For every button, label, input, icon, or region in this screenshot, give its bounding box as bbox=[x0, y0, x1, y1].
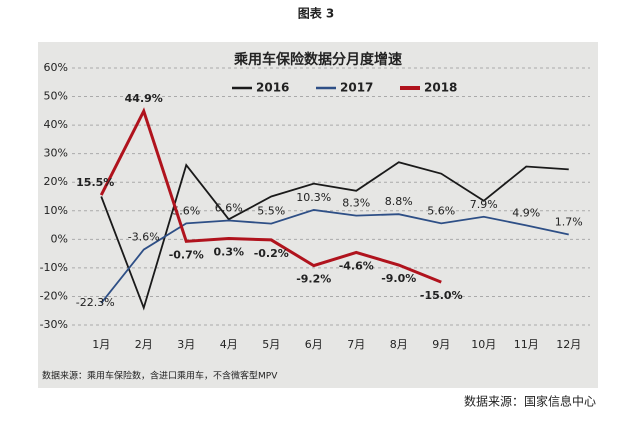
y-tick-label: 0% bbox=[51, 232, 68, 245]
series-line bbox=[99, 107, 442, 284]
y-tick-label: 10% bbox=[44, 204, 68, 217]
data-label: 8.8% bbox=[385, 195, 413, 208]
data-label: 1.7% bbox=[555, 215, 583, 228]
y-tick-label: 60% bbox=[44, 61, 68, 74]
y-tick-label: 40% bbox=[44, 118, 68, 131]
y-tick-label: -30% bbox=[40, 318, 68, 331]
legend-label: 2017 bbox=[340, 81, 373, 95]
y-tick-label: -20% bbox=[40, 289, 68, 302]
source: 数据来源：国家信息中心 bbox=[464, 394, 596, 409]
x-tick-label: 3月 bbox=[177, 338, 195, 351]
data-label: -22.3% bbox=[76, 296, 115, 309]
x-tick-label: 11月 bbox=[514, 338, 539, 351]
chart-note: 数据来源：乘用车保险数，含进口乘用车，不含微客型MPV bbox=[42, 370, 278, 382]
data-label: -4.6% bbox=[339, 259, 374, 272]
data-label: 6.6% bbox=[215, 201, 243, 214]
data-label: -3.6% bbox=[128, 231, 160, 244]
x-tick-label: 8月 bbox=[390, 338, 408, 351]
data-label: 5.5% bbox=[257, 205, 285, 218]
x-tick-label: 5月 bbox=[262, 338, 280, 351]
y-tick-label: 50% bbox=[44, 90, 68, 103]
data-label: 15.5% bbox=[76, 176, 114, 189]
x-tick-label: 10月 bbox=[471, 338, 496, 351]
x-tick-label: 2月 bbox=[135, 338, 153, 351]
data-label: 4.9% bbox=[512, 206, 540, 219]
x-tick-label: 12月 bbox=[556, 338, 581, 351]
data-label: 10.3% bbox=[296, 191, 331, 204]
x-tick-label: 1月 bbox=[92, 338, 110, 351]
y-tick-label: 20% bbox=[44, 175, 68, 188]
data-label: 8.3% bbox=[342, 197, 370, 210]
chart-title: 乘用车保险数据分月度增速 bbox=[233, 51, 402, 68]
data-label: 5.6% bbox=[427, 204, 455, 217]
legend-label: 2018 bbox=[424, 81, 457, 95]
x-tick-label: 4月 bbox=[220, 338, 238, 351]
data-label: -0.2% bbox=[254, 247, 289, 260]
legend-label: 2016 bbox=[256, 81, 289, 95]
x-tick-label: 6月 bbox=[305, 338, 323, 351]
data-label: -9.2% bbox=[296, 273, 331, 286]
data-label: 5.6% bbox=[172, 204, 200, 217]
data-label: -15.0% bbox=[420, 289, 463, 302]
x-tick-label: 7月 bbox=[347, 338, 365, 351]
data-label: 7.9% bbox=[470, 198, 498, 211]
data-label: -0.7% bbox=[169, 248, 204, 261]
data-label: 0.3% bbox=[213, 245, 244, 258]
chart-panel bbox=[38, 42, 598, 388]
figure-title: 图表 3 bbox=[298, 6, 335, 21]
y-tick-label: 30% bbox=[44, 147, 68, 160]
series-line bbox=[100, 209, 569, 304]
data-label: 44.9% bbox=[125, 92, 163, 105]
x-tick-label: 9月 bbox=[432, 338, 450, 351]
data-label: -9.0% bbox=[381, 272, 416, 285]
y-tick-label: -10% bbox=[40, 261, 68, 274]
series-line bbox=[100, 161, 569, 311]
